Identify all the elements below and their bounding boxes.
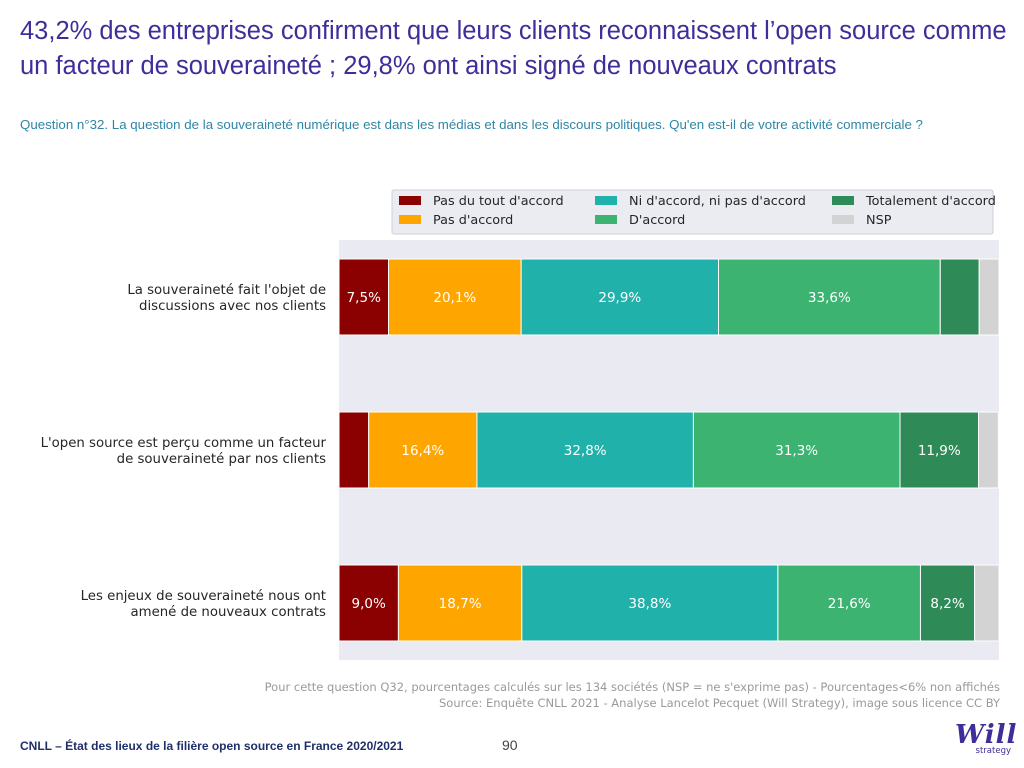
legend-swatch [832, 215, 854, 224]
bar-data-label: 33,6% [808, 290, 851, 306]
bars-group: 7,5% 20,1% 29,9% 33,6% 16,4% 32,8% 31,3% 11,9% 9… [338, 258, 1000, 642]
legend-label: D'accord [629, 213, 685, 228]
bar-data-label: 7,5% [347, 290, 381, 306]
bar-segment [476, 411, 694, 489]
bar-segment [939, 258, 980, 336]
category-label: de souveraineté par nos clients [117, 451, 326, 467]
bar-segment [692, 411, 901, 489]
bar-data-label: 8,2% [930, 596, 964, 612]
question-subtitle: Question n°32. La question de la souvera… [20, 117, 923, 132]
bar-segment [397, 564, 523, 642]
bar-data-label: 16,4% [401, 443, 444, 459]
bar-segment [978, 258, 1000, 336]
bar-segment [919, 564, 976, 642]
bar-data-label: 11,9% [918, 443, 961, 459]
bar-data-label: 20,1% [433, 290, 476, 306]
bar-segment [338, 258, 389, 336]
bar-segment [777, 564, 921, 642]
category-labels: La souveraineté fait l'objet dediscussio… [41, 282, 327, 620]
category-label: L'open source est perçu comme un facteur [41, 436, 327, 451]
bar-data-label: 38,8% [628, 596, 671, 612]
category-label: Les enjeux de souveraineté nous ont [81, 588, 326, 604]
category-label: La souveraineté fait l'objet de [127, 282, 326, 298]
bar-segment [338, 564, 399, 642]
legend-swatch [832, 196, 854, 205]
page-number: 90 [502, 737, 518, 753]
page-title: 43,2% des entreprises confirment que leu… [20, 17, 1007, 80]
bar-segment [978, 411, 999, 489]
bar-segment [368, 411, 478, 489]
legend-label: NSP [866, 213, 892, 228]
legend-swatch [595, 196, 617, 205]
bar-segment [899, 411, 980, 489]
bar-segment [521, 564, 779, 642]
logo-word: Will [955, 720, 1018, 750]
source-note: Source: Enquête CNLL 2021 - Analyse Lanc… [438, 696, 1000, 710]
legend-label: Pas d'accord [433, 213, 513, 228]
legend-label: Ni d'accord, ni pas d'accord [629, 194, 806, 209]
bar-data-label: 18,7% [439, 596, 482, 612]
legend-swatch [399, 196, 421, 205]
bar-data-label: 21,6% [828, 596, 871, 612]
logo-sub: strategy [975, 746, 1011, 756]
bar-data-label: 29,9% [598, 290, 641, 306]
category-label: amené de nouveaux contrats [130, 604, 326, 620]
method-note: Pour cette question Q32, pourcentages ca… [264, 680, 1000, 694]
bar-segment [974, 564, 1000, 642]
bar-data-label: 9,0% [352, 596, 386, 612]
legend-label: Pas du tout d'accord [433, 194, 564, 209]
bar-segment [338, 411, 370, 489]
footer-title: CNLL – État des lieux de la filière open… [20, 739, 404, 753]
bar-segment [718, 258, 941, 336]
legend-label: Totalement d'accord [865, 194, 996, 209]
legend-swatch [399, 215, 421, 224]
bar-data-label: 32,8% [564, 443, 607, 459]
legend-swatch [595, 215, 617, 224]
bar-segment [388, 258, 522, 336]
will-strategy-logo: Will strategy [955, 720, 1018, 766]
bar-data-label: 31,3% [775, 443, 818, 459]
category-label: discussions avec nos clients [139, 299, 326, 314]
legend: Pas du tout d'accord Ni d'accord, ni pas … [391, 189, 996, 235]
